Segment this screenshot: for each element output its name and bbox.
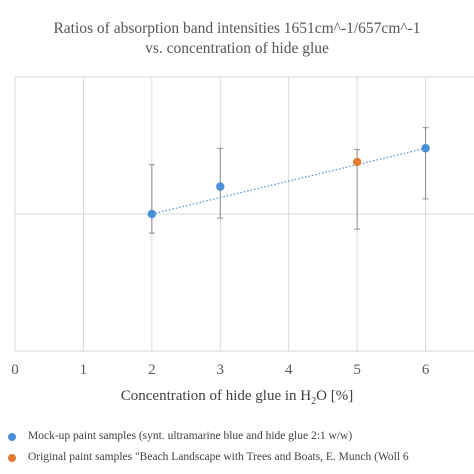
legend-label-mockup: Mock-up paint samples (synt. ultramarine… — [28, 430, 353, 442]
data-point-series-0 — [216, 182, 225, 191]
x-tick-label: 4 — [285, 362, 293, 378]
x-tick-label: 3 — [217, 362, 225, 378]
x-tick-label: 0 — [11, 362, 19, 378]
x-tick-label: 1 — [80, 362, 88, 378]
legend-item-original: Original paint samples "Beach Landscape … — [0, 451, 474, 467]
legend-item-mockup: Mock-up paint samples (synt. ultramarine… — [0, 430, 474, 446]
data-point-series-0 — [147, 209, 157, 219]
x-tick-label: 5 — [353, 362, 361, 378]
legend-marker-original — [8, 454, 16, 462]
x-tick-label: 2 — [148, 362, 156, 378]
x-axis-label-subscript: 2 — [311, 396, 317, 407]
chart-subtitle: vs. concentration of hide glue — [145, 40, 329, 57]
x-axis-label: Concentration of hide glue in H2O [%] — [0, 388, 474, 407]
chart-title: Ratios of absorption band intensities 16… — [53, 20, 421, 37]
trendline — [151, 147, 426, 215]
legend-marker-mockup — [8, 433, 16, 441]
data-point-series-0 — [421, 144, 430, 153]
legend-label-original: Original paint samples "Beach Landscape … — [28, 451, 409, 463]
x-axis-label-suffix: O [%] — [316, 388, 354, 404]
x-axis-label-prefix: Concentration of hide glue in H — [120, 388, 312, 404]
x-tick-label: 6 — [422, 362, 430, 378]
data-point-series-1 — [352, 157, 362, 167]
